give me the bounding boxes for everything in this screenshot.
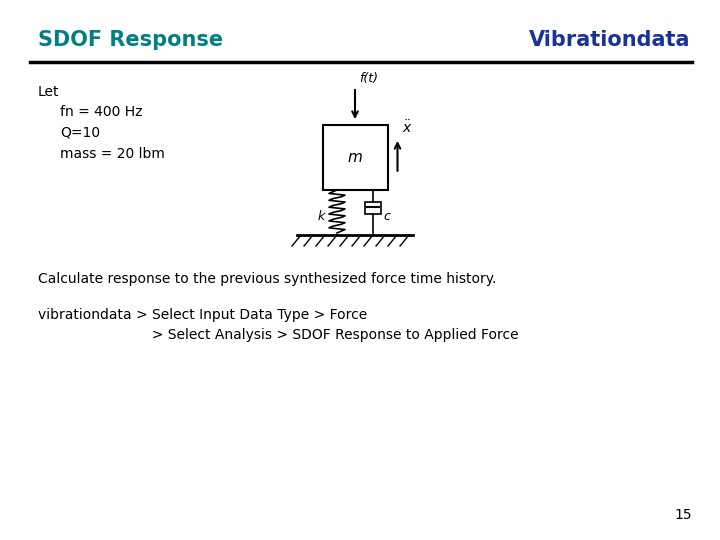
Text: f(t): f(t) xyxy=(359,72,378,85)
Text: $\ddot{x}$: $\ddot{x}$ xyxy=(402,119,413,136)
Text: m: m xyxy=(348,150,362,165)
Text: SDOF Response: SDOF Response xyxy=(38,30,223,50)
Bar xyxy=(365,201,381,214)
Text: mass = 20 lbm: mass = 20 lbm xyxy=(60,147,165,161)
Text: Vibrationdata: Vibrationdata xyxy=(528,30,690,50)
Text: 15: 15 xyxy=(675,508,692,522)
Text: vibrationdata > Select Input Data Type > Force: vibrationdata > Select Input Data Type >… xyxy=(38,308,367,322)
Text: c: c xyxy=(384,210,390,223)
Text: Q=10: Q=10 xyxy=(60,125,100,139)
Text: Let: Let xyxy=(38,85,60,99)
Text: > Select Analysis > SDOF Response to Applied Force: > Select Analysis > SDOF Response to App… xyxy=(38,328,518,342)
Text: k: k xyxy=(318,210,325,223)
Text: Calculate response to the previous synthesized force time history.: Calculate response to the previous synth… xyxy=(38,272,496,286)
Bar xyxy=(323,125,387,190)
Text: fn = 400 Hz: fn = 400 Hz xyxy=(60,105,143,119)
